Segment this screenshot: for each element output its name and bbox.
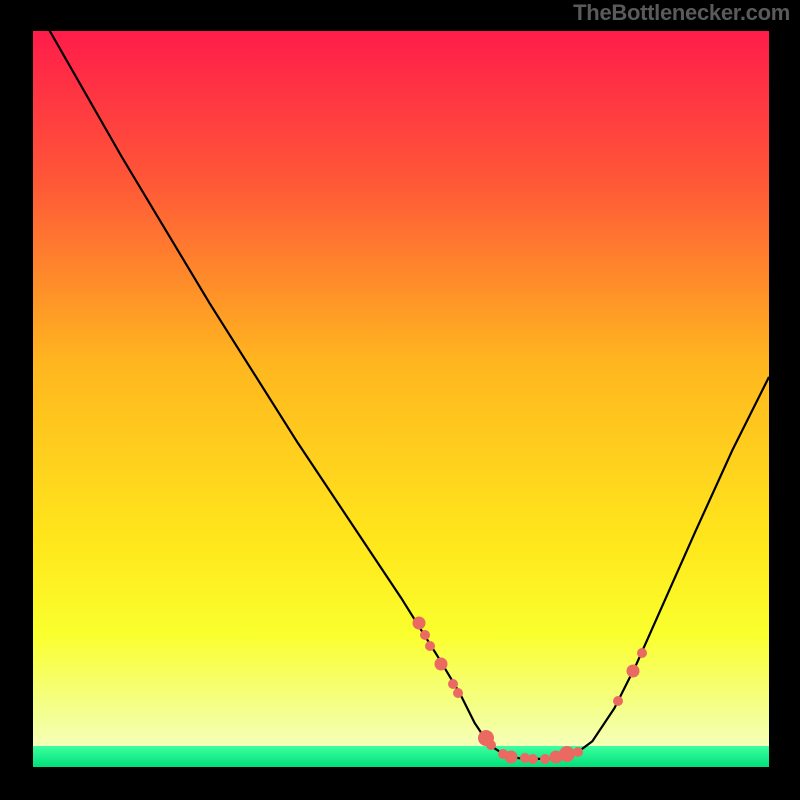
data-marker — [573, 747, 583, 757]
curve-path — [33, 31, 769, 759]
data-marker — [486, 740, 496, 750]
data-marker — [528, 754, 538, 764]
data-marker — [626, 665, 639, 678]
data-marker — [413, 617, 426, 630]
bottleneck-curve — [33, 31, 769, 767]
data-marker — [637, 648, 647, 658]
data-marker — [448, 679, 458, 689]
chart-container: TheBottlenecker.com — [0, 0, 800, 800]
data-marker — [425, 641, 435, 651]
plot-area — [33, 31, 769, 767]
data-marker — [420, 630, 430, 640]
data-marker — [453, 688, 463, 698]
attribution-label: TheBottlenecker.com — [573, 0, 790, 26]
data-marker — [540, 754, 550, 764]
data-marker — [435, 657, 448, 670]
data-marker — [613, 696, 623, 706]
data-marker — [505, 750, 518, 763]
